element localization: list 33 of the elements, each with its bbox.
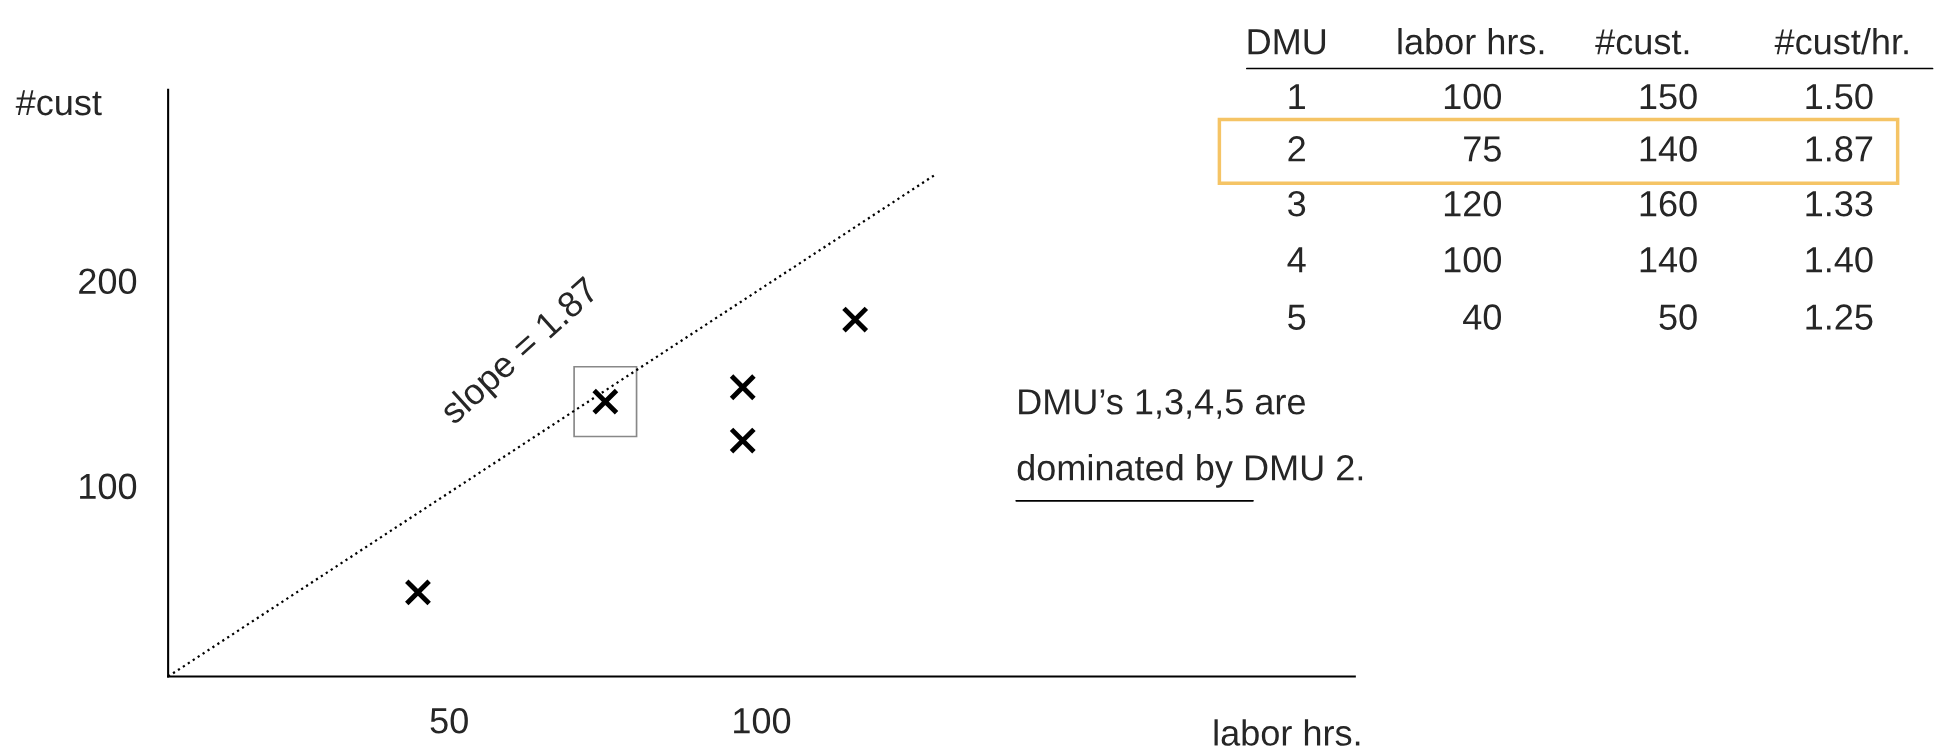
text: DMU (1248, 29, 1326, 55)
text: #cust/hr. (1774, 28, 1908, 55)
annotation: dominated by DMU 2. (1017, 454, 1363, 488)
annotation: DMU’s 1,3,4,5 are (1019, 389, 1305, 419)
point (841, 305, 869, 334)
point (404, 578, 432, 607)
y-axis-title: #cust (15, 90, 102, 116)
text: 1.87 (1806, 136, 1873, 162)
text: 100 (1444, 247, 1501, 273)
text: 75 (1464, 136, 1501, 162)
text: 150 (1640, 83, 1697, 110)
text: 1.50 (1806, 83, 1873, 110)
text: 40 (1463, 304, 1501, 330)
text: 100 (1444, 83, 1501, 110)
annotation: 5 (1288, 304, 1306, 330)
text: 160 (1640, 190, 1697, 217)
point (729, 373, 757, 401)
text: 140 (1640, 247, 1697, 273)
annotation: 1 (1289, 84, 1305, 110)
text: #cust. (1595, 29, 1689, 55)
y-tick-label: 200 (79, 268, 137, 295)
text: 1.40 (1806, 247, 1873, 273)
point (729, 426, 757, 455)
text: 1.33 (1806, 190, 1873, 217)
text: 120 (1444, 190, 1501, 217)
text: 140 (1640, 136, 1697, 162)
text: 50 (1659, 304, 1697, 330)
annotation: 4 (1287, 247, 1306, 273)
annotation: 3 (1288, 190, 1306, 217)
annotation: 2 (1288, 136, 1305, 162)
text: labor hrs. (1398, 28, 1544, 55)
text: 1.25 (1806, 304, 1873, 330)
x-axis-title: labor hrs. (1214, 719, 1360, 746)
